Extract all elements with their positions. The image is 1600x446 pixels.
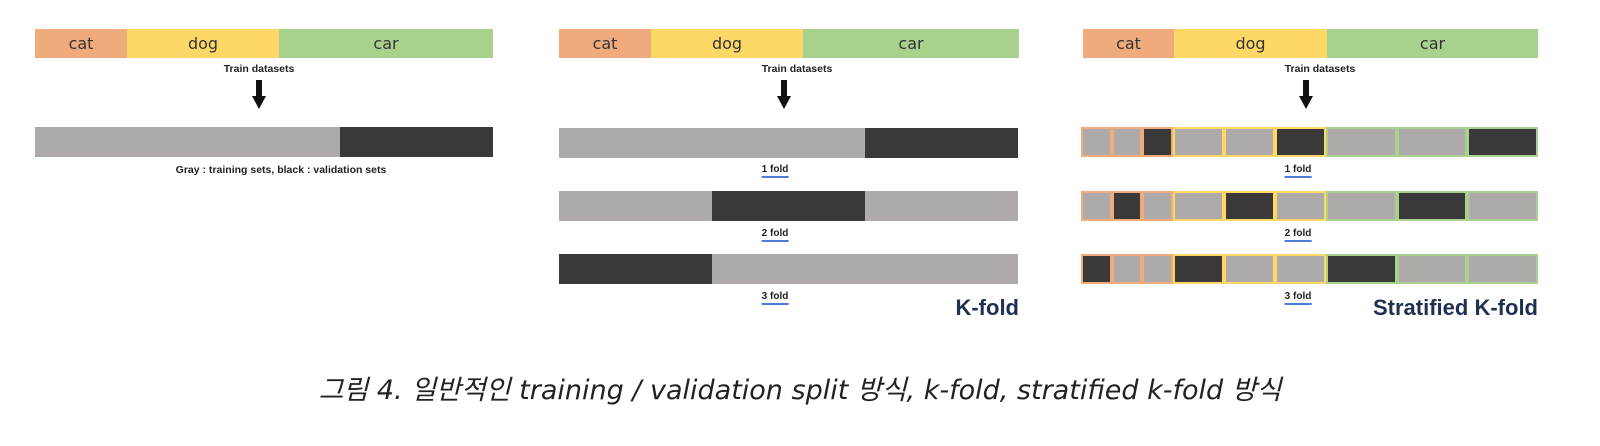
fold-label-2: 2 fold	[1284, 228, 1312, 242]
class-car-segment: car	[279, 29, 493, 58]
training-block	[865, 191, 1018, 221]
split-bar	[35, 127, 493, 157]
cat-training-block	[1111, 254, 1143, 284]
cat-training-block	[1142, 191, 1173, 221]
kfold-title: K-fold	[955, 295, 1019, 320]
class-dog-label: dog	[187, 34, 219, 53]
train-datasets-label: Train datasets	[223, 63, 295, 75]
car-validation-block	[1326, 254, 1397, 284]
car-training-block	[1396, 254, 1468, 284]
dog-training-block	[1173, 127, 1224, 157]
dog-validation-block	[1275, 127, 1326, 157]
dog-training-block	[1224, 127, 1275, 157]
cat-training-block	[1081, 127, 1112, 157]
fold-label-1: 1 fold	[1284, 164, 1312, 178]
stratified-bar-1	[1081, 127, 1538, 157]
validation-block	[712, 191, 865, 221]
stratified-bar-2	[1081, 191, 1538, 221]
cat-training-block	[1142, 254, 1173, 284]
dog-validation-block	[1224, 191, 1275, 221]
down-arrow-icon	[777, 80, 791, 109]
dog-training-block	[1173, 191, 1224, 221]
cat-validation-block	[1081, 254, 1112, 284]
validation-block	[559, 254, 712, 284]
cat-validation-block	[1111, 191, 1143, 221]
stratified-bar-3	[1081, 254, 1538, 284]
fold-label-2: 2 fold	[761, 228, 789, 242]
class-cat-label: cat	[1116, 34, 1141, 53]
car-training-block	[1396, 127, 1468, 157]
stratified-kfold-panel: cat dog car Train datasets 1 fold 2 fold…	[1081, 0, 1538, 340]
dog-training-block	[1224, 254, 1275, 284]
class-dog-segment: dog	[651, 29, 803, 58]
class-cat-segment: cat	[35, 29, 127, 58]
class-car-label: car	[898, 34, 924, 53]
class-dog-label: dog	[1235, 34, 1266, 53]
class-dog-label: dog	[711, 34, 743, 53]
car-training-block	[1467, 191, 1538, 221]
training-block	[35, 127, 340, 157]
car-training-block	[1326, 191, 1397, 221]
class-car-segment: car	[1327, 29, 1538, 58]
car-training-block	[1326, 127, 1397, 157]
class-car-label: car	[1419, 34, 1446, 53]
class-cat-label: cat	[68, 34, 94, 53]
train-datasets-label: Train datasets	[1284, 63, 1356, 75]
train-datasets-label: Train datasets	[761, 63, 833, 75]
kfold-panel: cat dog car Train datasets 1 fold 2 fold…	[559, 0, 1019, 340]
class-dog-segment: dog	[127, 29, 279, 58]
dog-training-block	[1275, 191, 1326, 221]
training-block	[712, 254, 1018, 284]
car-training-block	[1467, 254, 1538, 284]
validation-block	[865, 128, 1018, 158]
class-car-segment: car	[803, 29, 1019, 58]
class-distribution-bar: cat dog car	[1083, 29, 1538, 58]
figure-caption: 그림 4. 일반적인 training / validation split 방…	[318, 375, 1282, 406]
dog-training-block	[1275, 254, 1326, 284]
car-validation-block	[1467, 127, 1538, 157]
fold-label-3: 3 fold	[1284, 291, 1312, 305]
down-arrow-icon	[252, 80, 266, 109]
fold-label-1: 1 fold	[761, 164, 789, 178]
training-block	[559, 191, 712, 221]
class-cat-label: cat	[592, 34, 618, 53]
down-arrow-icon	[1299, 80, 1313, 109]
car-validation-block	[1396, 191, 1468, 221]
class-cat-segment: cat	[559, 29, 651, 58]
kfold-bar-1	[559, 128, 1018, 158]
class-dog-segment: dog	[1174, 29, 1327, 58]
cat-training-block	[1111, 127, 1143, 157]
class-car-label: car	[373, 34, 399, 53]
cat-validation-block	[1142, 127, 1173, 157]
training-block	[559, 128, 865, 158]
dog-validation-block	[1173, 254, 1224, 284]
class-cat-segment: cat	[1083, 29, 1174, 58]
validation-block	[340, 127, 493, 157]
fold-label-3: 3 fold	[761, 291, 789, 305]
class-distribution-bar: cat dog car	[559, 29, 1019, 58]
stratified-kfold-title: Stratified K-fold	[1373, 295, 1538, 320]
kfold-bar-2	[559, 191, 1018, 221]
class-distribution-bar: cat dog car	[35, 29, 493, 58]
kfold-bar-3	[559, 254, 1018, 284]
legend-note: Gray : training sets, black : validation…	[175, 164, 387, 176]
simple-split-panel: cat dog car Train datasets Gray : traini…	[35, 0, 493, 340]
cat-training-block	[1081, 191, 1112, 221]
